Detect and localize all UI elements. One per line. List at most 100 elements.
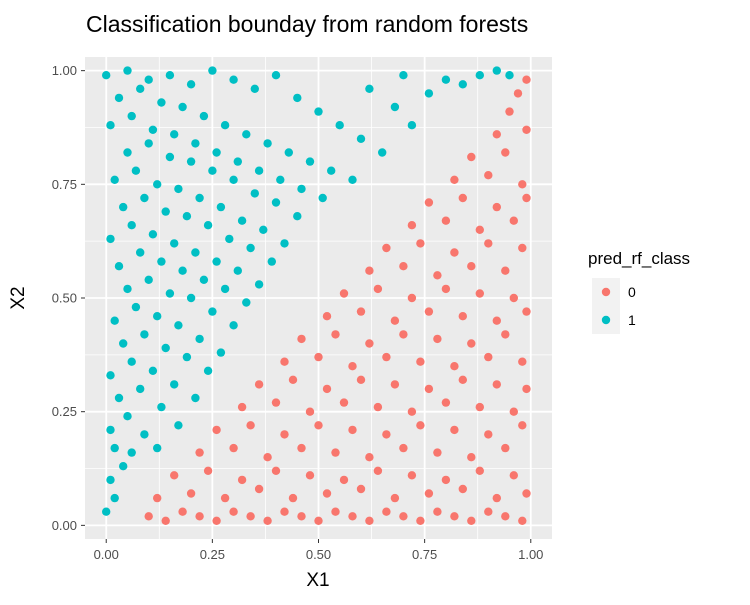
data-point bbox=[195, 193, 204, 203]
x-tick-label: 0.75 bbox=[412, 547, 437, 562]
data-point bbox=[458, 484, 467, 494]
legend-key-dot bbox=[601, 287, 611, 297]
data-point bbox=[144, 139, 153, 148]
data-point bbox=[110, 443, 119, 453]
legend-entry-0: 0 bbox=[592, 278, 636, 306]
data-point bbox=[216, 348, 226, 357]
legend-label: 1 bbox=[628, 312, 636, 328]
data-point bbox=[165, 152, 175, 162]
data-point bbox=[229, 443, 238, 453]
legend: pred_rf_class 01 bbox=[588, 249, 690, 334]
data-point bbox=[522, 125, 531, 134]
data-point bbox=[390, 493, 400, 503]
y-tick-label: 0.75 bbox=[52, 177, 77, 192]
data-point bbox=[110, 493, 119, 503]
points-layer bbox=[102, 66, 531, 525]
data-point bbox=[407, 407, 417, 416]
data-point bbox=[170, 130, 179, 139]
data-point bbox=[467, 339, 476, 348]
data-point bbox=[174, 421, 183, 430]
data-point bbox=[288, 375, 298, 384]
data-point bbox=[365, 266, 374, 275]
data-point bbox=[153, 312, 162, 321]
data-point bbox=[399, 443, 408, 453]
data-point bbox=[416, 421, 425, 430]
data-point bbox=[365, 453, 374, 462]
legend-entries: 01 bbox=[592, 278, 636, 334]
data-point bbox=[450, 175, 459, 184]
data-point bbox=[522, 307, 531, 316]
data-point bbox=[484, 171, 493, 180]
data-point bbox=[467, 262, 476, 271]
data-point bbox=[140, 330, 149, 339]
x-tick-label: 0.50 bbox=[306, 547, 331, 562]
data-point bbox=[203, 466, 213, 475]
data-point bbox=[127, 111, 136, 121]
data-point bbox=[518, 421, 527, 430]
data-point bbox=[331, 507, 340, 516]
data-point bbox=[492, 202, 501, 212]
data-point bbox=[165, 289, 175, 298]
data-point bbox=[271, 398, 281, 407]
legend-label: 0 bbox=[628, 284, 636, 300]
data-point bbox=[182, 212, 192, 221]
data-point bbox=[237, 475, 247, 485]
data-point bbox=[356, 484, 366, 494]
data-point bbox=[216, 202, 226, 212]
data-point bbox=[390, 380, 400, 389]
data-point bbox=[505, 71, 514, 80]
data-point bbox=[501, 330, 510, 339]
data-point bbox=[242, 298, 251, 307]
data-point bbox=[153, 493, 162, 503]
data-point bbox=[441, 75, 451, 84]
data-point bbox=[407, 471, 417, 480]
data-point bbox=[123, 148, 132, 157]
data-point bbox=[441, 475, 451, 485]
data-point bbox=[501, 443, 510, 453]
data-point bbox=[144, 512, 153, 521]
data-point bbox=[208, 66, 217, 75]
y-tick-label: 0.00 bbox=[52, 518, 77, 533]
data-point bbox=[339, 289, 349, 298]
data-point bbox=[246, 243, 255, 253]
data-point bbox=[144, 275, 153, 284]
data-point bbox=[280, 430, 289, 439]
data-point bbox=[293, 212, 302, 221]
data-point bbox=[157, 402, 166, 412]
data-point bbox=[450, 512, 459, 521]
data-point bbox=[416, 239, 425, 248]
x-tick-label: 0.25 bbox=[200, 547, 225, 562]
data-point bbox=[522, 75, 531, 84]
data-point bbox=[246, 421, 255, 430]
data-point bbox=[212, 425, 221, 435]
data-point bbox=[123, 66, 132, 75]
data-point bbox=[424, 307, 434, 316]
data-point bbox=[441, 398, 451, 407]
data-point bbox=[263, 516, 272, 525]
data-point bbox=[293, 93, 302, 103]
legend-title: pred_rf_class bbox=[588, 249, 690, 268]
data-point bbox=[165, 71, 175, 80]
data-point bbox=[416, 357, 425, 366]
data-point bbox=[102, 71, 111, 80]
data-point bbox=[161, 343, 170, 353]
data-point bbox=[195, 448, 204, 457]
data-point bbox=[492, 493, 501, 503]
data-point bbox=[186, 293, 196, 303]
data-point bbox=[450, 425, 459, 435]
data-point bbox=[114, 93, 124, 103]
data-point bbox=[233, 157, 242, 166]
data-point bbox=[153, 180, 162, 189]
y-tick-label: 1.00 bbox=[52, 63, 77, 78]
data-point bbox=[356, 307, 366, 316]
data-point bbox=[263, 453, 272, 462]
data-point bbox=[509, 293, 518, 303]
data-point bbox=[254, 484, 264, 494]
data-point bbox=[136, 384, 145, 394]
data-point bbox=[297, 512, 306, 521]
data-point bbox=[407, 293, 417, 303]
data-point bbox=[492, 130, 501, 139]
data-point bbox=[322, 384, 332, 394]
data-point bbox=[475, 71, 484, 80]
